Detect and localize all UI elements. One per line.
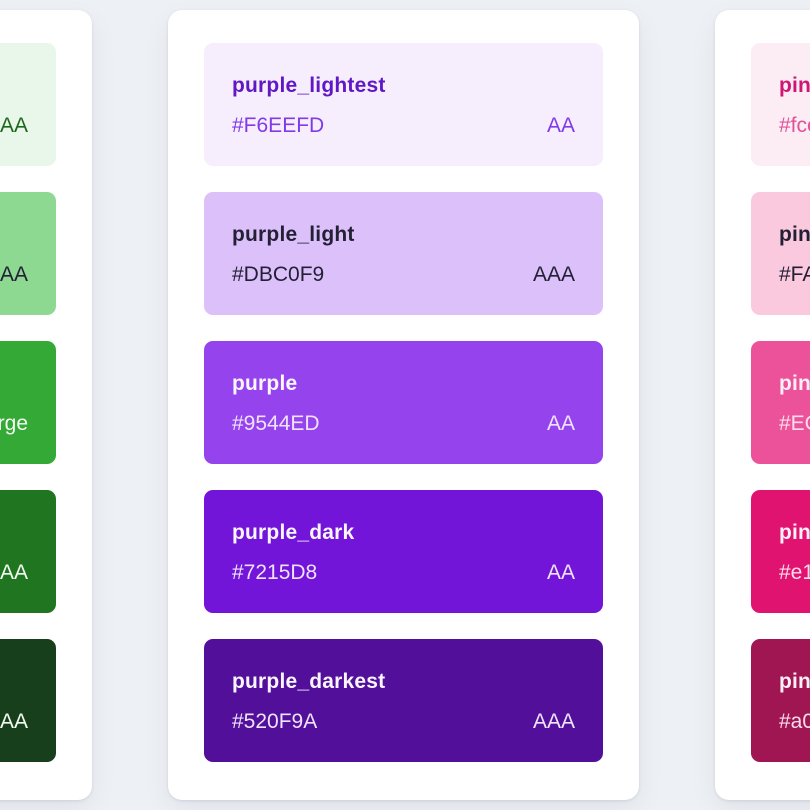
swatch-hex-value: #DBC0F9 (232, 263, 325, 286)
swatch-info-row: #EC5299AA (779, 411, 810, 437)
swatch-info-row: #183F1BAAA (0, 709, 28, 735)
swatch-name: purple_light (232, 223, 355, 246)
color-swatch-pink_darkest[interactable]: pink_darkest #a01653AAA (751, 639, 810, 762)
palette-card-purple: purple_lightest #F6EEFD AA purple_light #DBC… (168, 10, 639, 800)
contrast-rating-badge: AA Large (0, 412, 28, 435)
swatch-name: green_darkest (0, 669, 28, 695)
swatch-hex-value: #fcedf4 (779, 114, 810, 137)
swatch-info-row: #F6EEFD AA (232, 113, 575, 139)
contrast-rating-badge: AAA (532, 263, 575, 286)
contrast-rating-badge: AA (0, 114, 28, 137)
swatch-name: pink_dark (779, 521, 810, 544)
contrast-rating-badge: AAA (0, 263, 28, 286)
contrast-rating-badge: AA (0, 561, 28, 584)
swatch-name: green_light (0, 222, 28, 248)
swatch-name: green_lightest (0, 73, 28, 99)
swatch-name: purple (232, 372, 298, 395)
swatch-hex-value: #520F9A (232, 710, 318, 733)
contrast-rating-badge: AAA (0, 710, 28, 733)
swatch-info-row: #fcedf4AA (779, 113, 810, 139)
swatch-info-row: #FAC9DDAAA (779, 262, 810, 288)
swatch-info-row: #DBC0F9 AAA (232, 262, 575, 288)
swatch-info-row: #207520AA (0, 560, 28, 586)
swatch-name: pink (779, 372, 810, 395)
color-swatch-pink[interactable]: pink #EC5299AA (751, 341, 810, 464)
swatch-hex-value: #9544ED (232, 412, 320, 435)
swatch-info-row: #520F9A AAA (232, 709, 575, 735)
swatch-hex-value: #e11371 (779, 561, 810, 584)
color-swatch-purple_dark[interactable]: purple_dark #7215D8 AA (204, 490, 603, 613)
color-swatch-green_light[interactable]: green_light #8DD992AAA (0, 192, 56, 315)
color-swatch-pink_light[interactable]: pink_light #FAC9DDAAA (751, 192, 810, 315)
swatch-name: pink_darkest (779, 670, 810, 693)
swatch-info-row: #35A935AA Large (0, 411, 28, 437)
swatch-info-row: #e11371AA (779, 560, 810, 586)
color-swatch-pink_lightest[interactable]: pink_lightest #fcedf4AA (751, 43, 810, 166)
swatch-hex-value: #7215D8 (232, 561, 318, 584)
swatch-info-row: #7215D8 AA (232, 560, 575, 586)
color-swatch-purple_light[interactable]: purple_light #DBC0F9 AAA (204, 192, 603, 315)
palette-card-green: green_lightest #E9F7EAAA green_light #8DD99… (0, 10, 92, 800)
swatch-name: purple_darkest (232, 670, 386, 693)
swatch-info-row: #9544ED AA (232, 411, 575, 437)
color-swatch-green_darkest[interactable]: green_darkest #183F1BAAA (0, 639, 56, 762)
color-swatch-purple_darkest[interactable]: purple_darkest #520F9A AAA (204, 639, 603, 762)
swatch-name: pink_lightest (779, 74, 810, 97)
swatch-name: purple_lightest (232, 74, 386, 97)
contrast-rating-badge: AA (546, 114, 575, 137)
palette-card-pink: pink_lightest #fcedf4AA pink_light #FAC9DDA… (715, 10, 810, 800)
swatch-name: pink_light (779, 223, 810, 246)
swatch-info-row: #E9F7EAAA (0, 113, 28, 139)
contrast-rating-badge: AAA (532, 710, 575, 733)
color-swatch-green_lightest[interactable]: green_lightest #E9F7EAAA (0, 43, 56, 166)
contrast-rating-badge: AA (546, 561, 575, 584)
color-swatch-purple[interactable]: purple #9544ED AA (204, 341, 603, 464)
swatch-info-row: #8DD992AAA (0, 262, 28, 288)
color-swatch-green_dark[interactable]: green_dark #207520AA (0, 490, 56, 613)
color-swatch-pink_dark[interactable]: pink_dark #e11371AA (751, 490, 810, 613)
swatch-hex-value: #a01653 (779, 710, 810, 733)
color-swatch-purple_lightest[interactable]: purple_lightest #F6EEFD AA (204, 43, 603, 166)
swatch-name: green_dark (0, 520, 28, 546)
swatch-name: green (0, 371, 28, 397)
swatch-info-row: #a01653AAA (779, 709, 810, 735)
contrast-rating-badge: AA (546, 412, 575, 435)
swatch-name: purple_dark (232, 521, 355, 544)
swatch-hex-value: #FAC9DD (779, 263, 810, 286)
swatch-hex-value: #F6EEFD (232, 114, 325, 137)
color-swatch-green[interactable]: green #35A935AA Large (0, 341, 56, 464)
swatch-hex-value: #EC5299 (779, 412, 810, 435)
